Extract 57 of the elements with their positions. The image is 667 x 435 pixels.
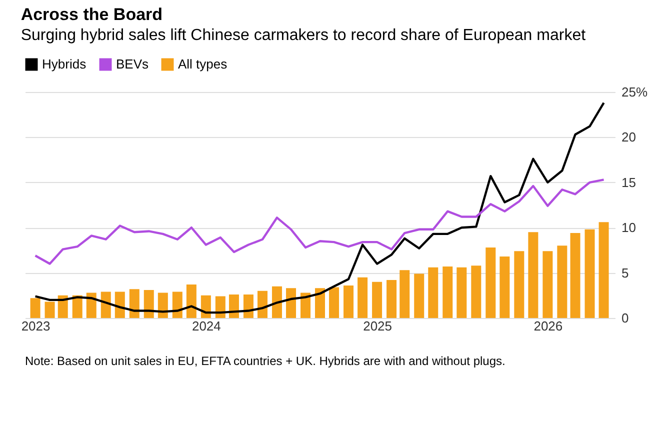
bar (456, 267, 467, 318)
bar (272, 286, 282, 318)
chart-title: Across the Board (20, 5, 163, 24)
bar (228, 294, 239, 318)
bar (372, 282, 382, 318)
bar (570, 233, 580, 318)
line-series (34, 102, 605, 314)
legend-label: All types (178, 56, 228, 72)
text: Note: Based on unit sales in EU, EFTA countries + UK. Hybrids are with and without plugs. (25, 354, 506, 368)
bar (428, 267, 438, 318)
bar (400, 270, 410, 318)
bar (344, 285, 354, 318)
bar (442, 266, 453, 318)
bar (200, 295, 211, 318)
bar (257, 290, 268, 318)
x-tick-label: 2025 (363, 318, 392, 334)
x-tick-label: 2026 (534, 318, 563, 334)
bar (329, 287, 340, 318)
bar (172, 292, 182, 318)
bar (44, 302, 55, 318)
bar (243, 294, 254, 318)
bar (186, 284, 196, 318)
bar (300, 292, 311, 318)
bar (30, 298, 40, 318)
bar (358, 277, 368, 318)
y-tick-label: 15 (622, 174, 636, 190)
bar (557, 246, 568, 318)
y-tick-label: 25% (622, 84, 648, 100)
bar (286, 288, 296, 318)
line-series (34, 178, 605, 265)
y-tick-label: 5 (622, 265, 629, 280)
legend-label: BEVs (116, 56, 150, 72)
bar (598, 222, 609, 318)
x-tick-label: 2023 (21, 318, 50, 334)
bar (129, 289, 140, 318)
bar (386, 280, 397, 318)
bar (158, 292, 168, 318)
legend-label: Hybrids (42, 56, 87, 72)
bar (584, 229, 595, 318)
x-tick-label: 2024 (192, 318, 221, 334)
bar (114, 292, 125, 318)
bar (100, 292, 111, 318)
bar (315, 288, 325, 318)
y-tick-label: 10 (622, 220, 636, 236)
bar (414, 274, 424, 318)
y-tick-label: 0 (622, 310, 629, 326)
bar (144, 290, 154, 318)
bar (72, 295, 82, 318)
bar (542, 251, 553, 318)
chart-subtitle: Surging hybrid sales lift Chinese carmakers to record share of European market (20, 27, 586, 44)
bar (514, 251, 524, 318)
bar (471, 266, 482, 318)
bar (500, 256, 510, 318)
bar (486, 247, 496, 318)
bar (528, 232, 538, 318)
bar (86, 292, 96, 318)
y-tick-label: 20 (622, 130, 636, 145)
